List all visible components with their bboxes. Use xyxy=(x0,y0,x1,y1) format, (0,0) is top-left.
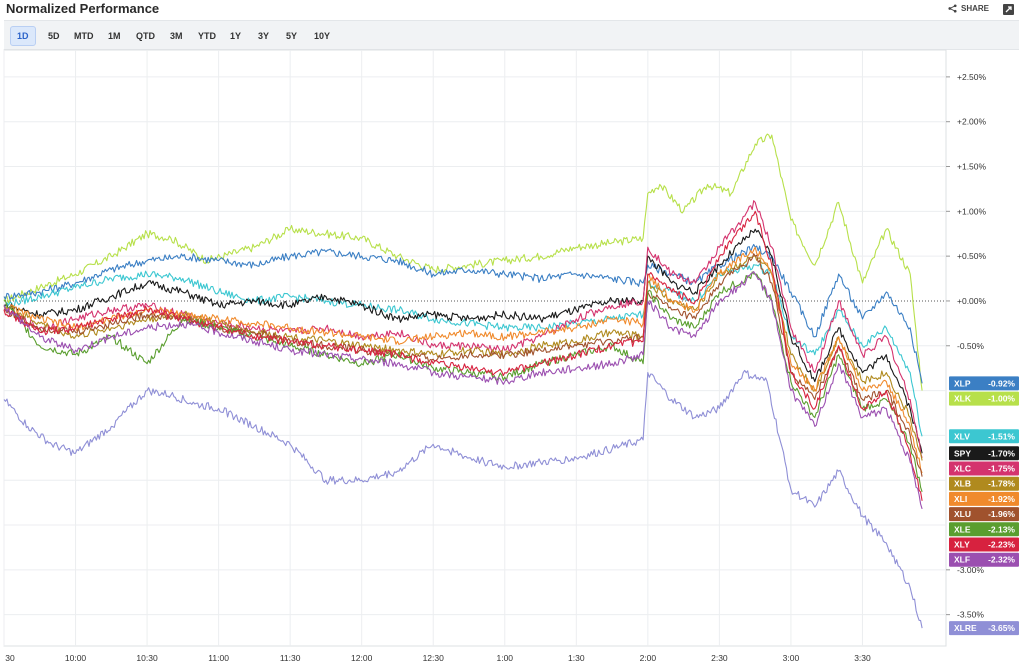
range-button-1y[interactable]: 1Y xyxy=(230,31,242,41)
x-tick-label: 12:00 xyxy=(351,653,373,663)
share-icon xyxy=(948,4,957,13)
badge-bg xyxy=(949,491,1019,506)
x-tick-label: 30 xyxy=(5,653,15,663)
x-tick-label: 12:30 xyxy=(423,653,445,663)
y-tick-label: +1.00% xyxy=(957,206,987,216)
badge-bg xyxy=(949,429,1019,444)
badge-ticker: XLB xyxy=(954,479,971,489)
end-badge-xlu: XLU -1.96% xyxy=(949,507,1019,522)
end-badge-xlc: XLC -1.75% xyxy=(949,461,1019,476)
share-button[interactable]: SHARE xyxy=(948,4,989,13)
y-tick-label: +1.50% xyxy=(957,162,987,172)
end-badge-xlk: XLK -1.00% xyxy=(949,391,1019,406)
y-tick-label: +0.00% xyxy=(957,296,987,306)
y-tick-label: -0.50% xyxy=(957,341,984,351)
range-button-5d[interactable]: 5D xyxy=(48,31,60,41)
x-tick-label: 3:00 xyxy=(783,653,800,663)
share-label: SHARE xyxy=(961,4,990,13)
x-tick-label: 10:30 xyxy=(136,653,158,663)
badge-ticker: XLRE xyxy=(954,623,977,633)
badge-value: -0.92% xyxy=(988,378,1015,388)
y-tick-label: -3.00% xyxy=(957,565,984,575)
series-line-xlre xyxy=(3,369,923,629)
end-badge-xle: XLE -2.13% xyxy=(949,522,1019,537)
badge-value: -2.23% xyxy=(988,540,1015,550)
badge-bg xyxy=(949,552,1019,567)
range-button-3y[interactable]: 3Y xyxy=(258,31,270,41)
badge-bg xyxy=(949,376,1019,391)
badge-value: -1.96% xyxy=(988,509,1015,519)
range-button-1d[interactable]: 1D xyxy=(10,26,36,46)
badge-ticker: XLC xyxy=(954,464,971,474)
x-tick-label: 1:30 xyxy=(568,653,585,663)
series-line-xlk xyxy=(3,133,923,391)
end-badge-spy: SPY -1.70% xyxy=(949,446,1019,461)
badge-ticker: XLP xyxy=(954,378,971,388)
badge-value: -3.65% xyxy=(988,623,1015,633)
x-tick-label: 2:30 xyxy=(711,653,728,663)
range-button-1m[interactable]: 1M xyxy=(108,31,121,41)
range-button-ytd[interactable]: YTD xyxy=(198,31,216,41)
expand-icon xyxy=(1005,6,1012,13)
x-tick-label: 11:30 xyxy=(280,653,301,663)
badge-ticker: XLU xyxy=(954,509,971,519)
end-badge-xly: XLY -2.23% xyxy=(949,537,1019,552)
series-line-xlp xyxy=(3,243,923,384)
end-badge-xli: XLI -1.92% xyxy=(949,491,1019,506)
badge-bg xyxy=(949,522,1019,537)
range-button-10y[interactable]: 10Y xyxy=(314,31,331,41)
badge-ticker: XLY xyxy=(954,540,970,550)
badge-ticker: XLE xyxy=(954,524,971,534)
end-badge-xlp: XLP -0.92% xyxy=(949,376,1019,391)
y-tick-label: +2.00% xyxy=(957,117,987,127)
badge-ticker: SPY xyxy=(954,448,971,458)
range-button-qtd[interactable]: QTD xyxy=(136,31,155,41)
badge-bg xyxy=(949,461,1019,476)
badge-ticker: XLK xyxy=(954,394,972,404)
badge-bg xyxy=(949,537,1019,552)
badge-bg xyxy=(949,507,1019,522)
page-title: Normalized Performance xyxy=(6,1,160,16)
badge-bg xyxy=(949,621,1019,636)
badge-bg xyxy=(949,446,1019,461)
range-button-mtd[interactable]: MTD xyxy=(74,31,94,41)
x-tick-label: 2:00 xyxy=(640,653,657,663)
end-badge-xlv: XLV -1.51% xyxy=(949,429,1019,444)
badge-value: -2.32% xyxy=(988,555,1015,565)
end-badge-xlre: XLRE -3.65% xyxy=(949,621,1019,636)
range-button-5y[interactable]: 5Y xyxy=(286,31,298,41)
series-line-xly xyxy=(3,210,923,501)
badge-value: -1.78% xyxy=(988,479,1015,489)
badge-value: -1.51% xyxy=(988,431,1015,441)
badge-bg xyxy=(949,476,1019,491)
badge-ticker: XLF xyxy=(954,555,970,565)
series-line-xlf xyxy=(3,271,923,510)
series-line-xlb xyxy=(3,255,923,461)
badge-bg xyxy=(949,391,1019,406)
expand-button[interactable] xyxy=(1003,4,1014,15)
badge-ticker: XLV xyxy=(954,431,970,441)
end-badge-xlf: XLF -2.32% xyxy=(949,552,1019,567)
badge-value: -1.70% xyxy=(988,448,1015,458)
y-tick-label: +2.50% xyxy=(957,72,987,82)
x-tick-label: 10:00 xyxy=(65,653,87,663)
badge-value: -1.92% xyxy=(988,494,1015,504)
x-tick-label: 1:00 xyxy=(496,653,513,663)
badge-value: -1.75% xyxy=(988,464,1015,474)
y-tick-label: +0.50% xyxy=(957,251,987,261)
end-badge-xlb: XLB -1.78% xyxy=(949,476,1019,491)
badge-ticker: XLI xyxy=(954,494,967,504)
x-tick-label: 11:00 xyxy=(208,653,229,663)
badge-value: -1.00% xyxy=(988,394,1015,404)
header-bar: Normalized Performance SHARE xyxy=(0,0,1024,20)
series-line-xlu xyxy=(3,253,923,477)
badge-value: -2.13% xyxy=(988,524,1015,534)
range-button-3m[interactable]: 3M xyxy=(170,31,183,41)
y-tick-label: -3.50% xyxy=(957,610,984,620)
series-line-xlv xyxy=(3,263,923,437)
series-line-spy xyxy=(3,228,923,454)
x-tick-label: 3:30 xyxy=(854,653,871,663)
